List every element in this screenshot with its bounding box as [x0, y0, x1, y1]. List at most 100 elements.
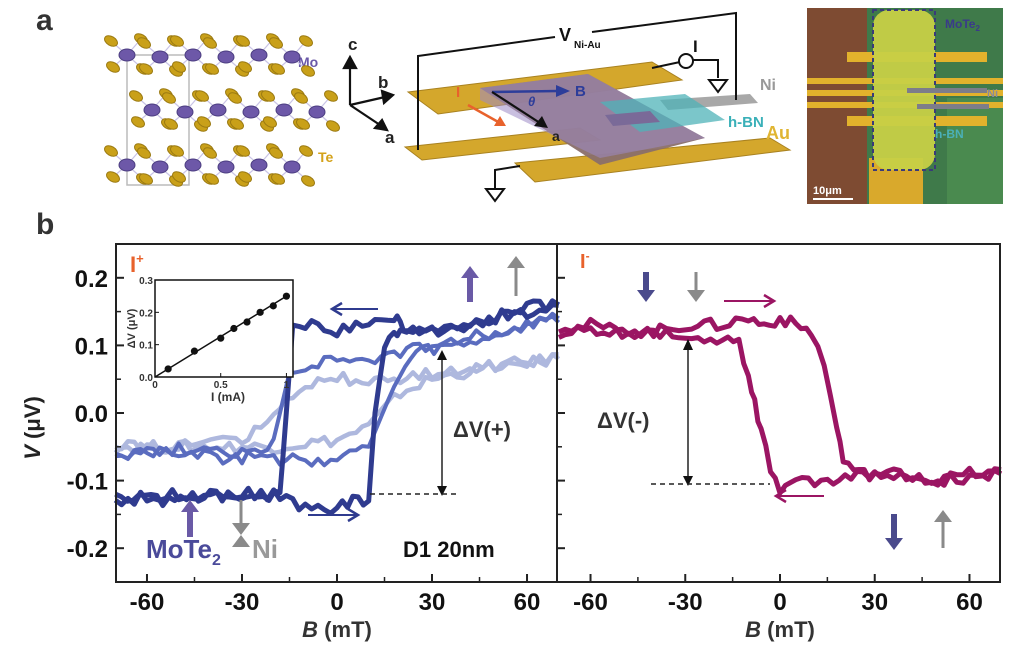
ni-legend-arrow-head [232, 523, 250, 535]
te-atom [137, 37, 151, 49]
te-atom [299, 145, 313, 157]
te-atom [294, 92, 308, 104]
x-tick-label: 30 [861, 589, 888, 616]
te-atom [205, 63, 219, 75]
sample-label: D1 20nm [403, 537, 495, 562]
x-tick-label: -30 [668, 589, 703, 616]
inset-data-point [217, 334, 225, 342]
te-atom [139, 173, 153, 185]
left-plot-area [113, 298, 561, 516]
inset-x-tick-label: 0.5 [214, 380, 228, 391]
sweep-arrow-right-panel-head [763, 293, 777, 309]
x-tick-label: 30 [419, 589, 446, 616]
te-atom [197, 116, 211, 128]
te-atom [139, 63, 153, 75]
te-atom [299, 35, 313, 47]
right-panel-title: I- [580, 249, 590, 273]
inset-y-tick-label: 0.2 [139, 308, 153, 319]
inset-data-point [282, 292, 291, 300]
micrograph-hbn-label: h-BN [935, 127, 964, 141]
te-atom [104, 145, 118, 157]
mo-atom [184, 158, 202, 172]
te-atom [195, 90, 209, 102]
te-label: Te [318, 149, 334, 165]
x-tick-label: 0 [330, 589, 343, 616]
micrograph-mote2-label: MoTe2 [945, 17, 980, 33]
inset-data-point [230, 324, 238, 333]
mo-atom [151, 160, 169, 174]
a-axis-arrow [534, 116, 548, 128]
te-atom [261, 90, 275, 102]
y-tick-label: 0.2 [75, 266, 108, 293]
x-tick-label: 0 [773, 589, 786, 616]
delta-v-plus-label: ΔV(+) [453, 417, 511, 442]
voltmeter-wire-left [417, 36, 556, 150]
x-axis-label-right: B (mT) [745, 617, 815, 642]
mo-atom [184, 48, 202, 62]
te-atom [104, 35, 118, 47]
field-arrow [556, 85, 570, 97]
scale-bar-label: 10μm [813, 185, 842, 197]
bottom-electrode [513, 137, 792, 183]
voltage-label: V [559, 25, 571, 45]
axes: -0.2 -0.1 0.0 0.1 0.2 -60 -30 0 30 60 -60 -30 0 30 60 [67, 243, 1001, 616]
y-tick-label: 0.1 [75, 333, 108, 360]
mo-atom [250, 158, 268, 172]
te-atom [137, 147, 151, 159]
te-atom [326, 120, 340, 132]
mote2-down-arrow-2-head [885, 538, 903, 550]
device-schematic: c b a B θ a I V Ni-Au I Ni h-BN Au [342, 11, 792, 203]
inset-plot: 0.0 0.1 0.2 0.3 0 0.5 1 I (mA) ΔV (μV) [126, 276, 294, 404]
current-label: I [693, 37, 698, 56]
inset-x-tick-label: 0 [152, 380, 158, 391]
delta-v-minus-head-down [683, 476, 693, 486]
flake-top [480, 74, 705, 158]
te-atom [203, 147, 217, 159]
mo-atom [217, 160, 235, 174]
te-atom [172, 171, 186, 183]
left-panel-title: I+ [130, 251, 144, 277]
optical-micrograph: MoTe2 Ni h-BN 10μm [807, 8, 1003, 204]
y-tick-label: -0.2 [67, 536, 108, 563]
field-label: B [575, 83, 586, 100]
te-atom [170, 145, 184, 157]
y-axis-label: V (μV) [20, 396, 45, 460]
micrograph-ni-label: Ni [987, 88, 998, 100]
mote2-flake-image [873, 10, 935, 170]
mo-atom [308, 105, 326, 119]
voltmeter-wire-right [591, 11, 737, 100]
te-atom [301, 175, 315, 187]
mo-atom [283, 50, 301, 64]
panel-b-label: b [36, 208, 55, 241]
inset-y-label: ΔV (μV) [126, 308, 138, 348]
te-atom [129, 90, 143, 102]
current-dir-label: I [456, 84, 460, 101]
right-plot-area [557, 314, 1003, 496]
te-atom [271, 63, 285, 75]
te-atom [238, 171, 252, 183]
te-atom [236, 145, 250, 157]
te-atom [301, 65, 315, 77]
te-atom [296, 118, 310, 130]
series-light-sweep-up [113, 352, 561, 456]
te-atom [236, 35, 250, 47]
ni-down-arrow-head [687, 290, 705, 302]
x-tick-label: -60 [130, 589, 165, 616]
te-atom [106, 171, 120, 183]
inset-y-tick-label: 0.3 [139, 276, 153, 287]
ni-legend-arrow-stub-head [232, 535, 250, 547]
mo-atom [176, 105, 194, 119]
inset-data-point [164, 365, 172, 373]
te-atom [203, 37, 217, 49]
delta-v-plus-head-down [437, 486, 447, 496]
panel-a-label: a [36, 4, 53, 37]
x-tick-label: 60 [514, 589, 541, 616]
crystal-structure: Mo Te [104, 33, 340, 187]
x-tick-label: 60 [956, 589, 983, 616]
contact-region [605, 111, 660, 126]
y-tick-label: -0.1 [67, 469, 108, 496]
te-atom [131, 116, 145, 128]
voltage-subscript: Ni-Au [574, 40, 601, 51]
current-arrow [494, 116, 506, 126]
